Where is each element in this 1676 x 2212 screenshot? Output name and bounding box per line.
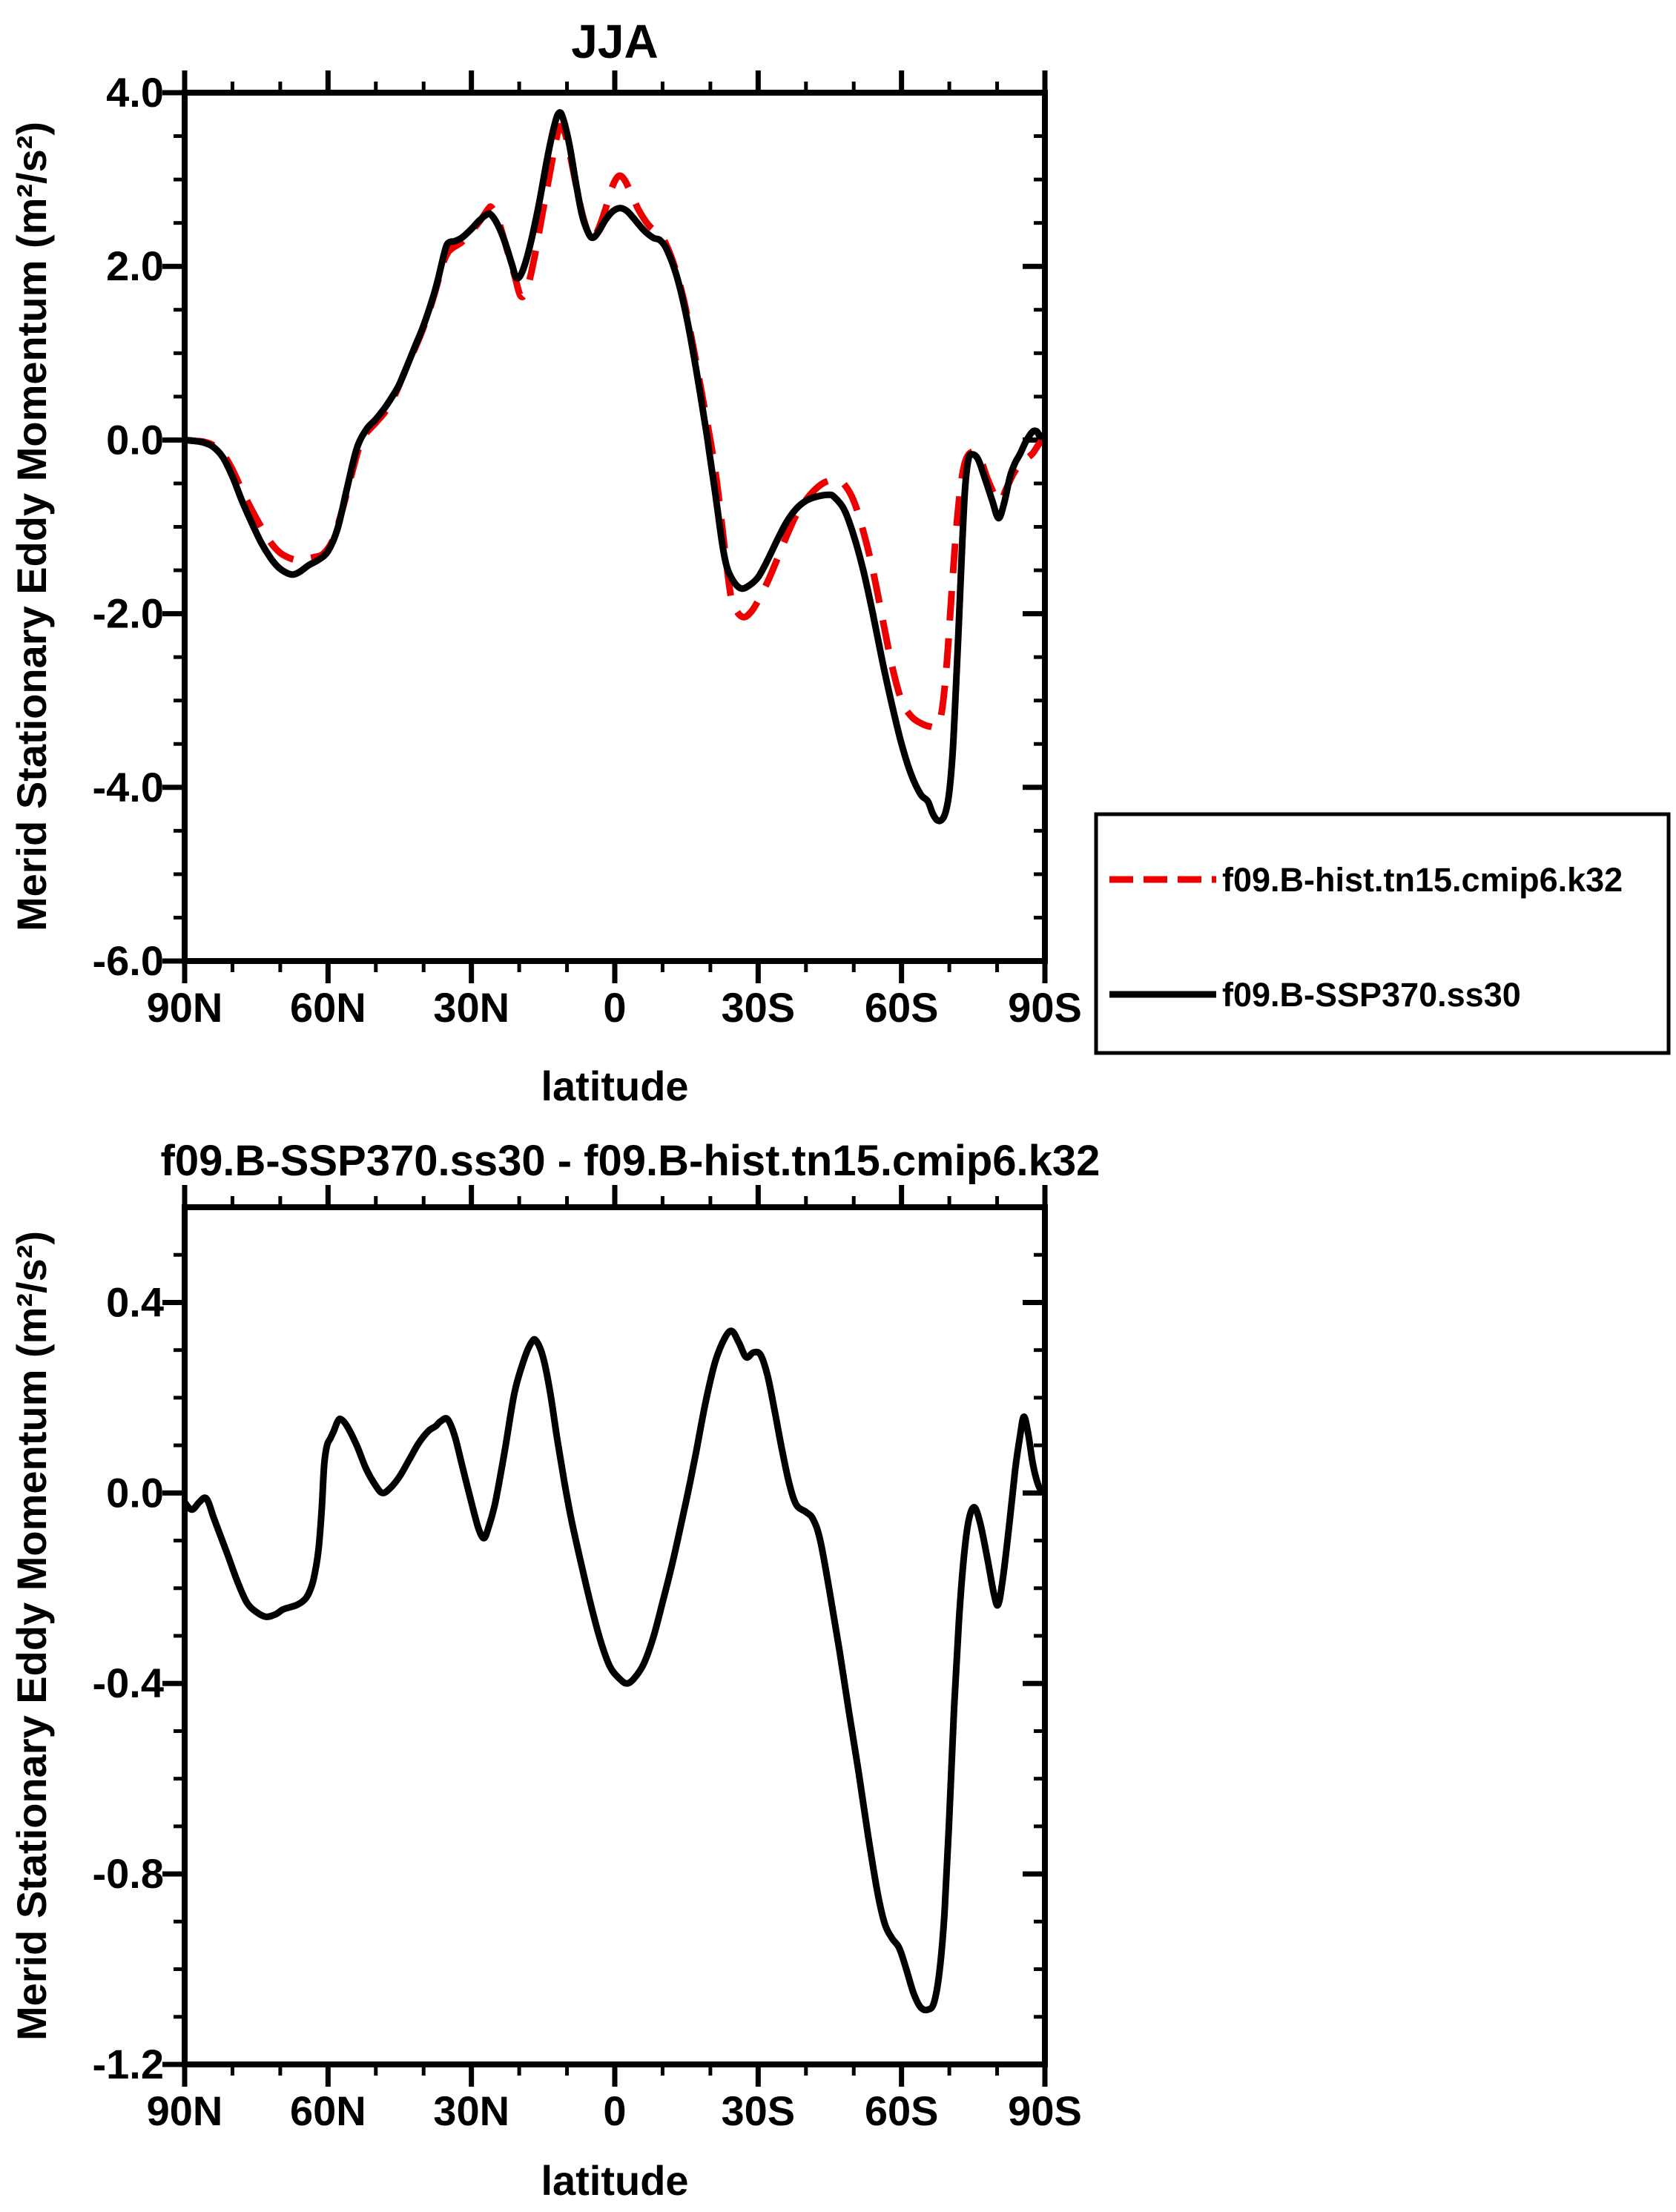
legend-label-ssp370: f09.B-SSP370.ss30 [1222, 976, 1521, 1014]
legend-box: f09.B-hist.tn15.cmip6.k32 f09.B-SSP370.s… [1094, 812, 1671, 1055]
x-tick-label: 0 [603, 2087, 626, 2134]
legend-label-hist: f09.B-hist.tn15.cmip6.k32 [1222, 861, 1623, 899]
top-y-axis-title: Merid Stationary Eddy Momentum (m²/s²) [8, 122, 55, 931]
x-tick-label: 60N [290, 984, 366, 1031]
x-tick-label: 30N [433, 2087, 509, 2134]
top-panel-title: JJA [571, 15, 658, 68]
y-tick-label: -4.0 [93, 764, 165, 810]
y-tick-label: -6.0 [93, 937, 165, 984]
x-tick-label: 0 [603, 984, 626, 1031]
top-x-axis-title: latitude [541, 1063, 688, 1109]
bottom-panel-title: f09.B-SSP370.ss30 - f09.B-hist.tn15.cmip… [161, 1137, 1101, 1185]
y-tick-label: 2.0 [106, 242, 164, 289]
plot-border [182, 90, 1048, 964]
x-tick-label: 90S [1008, 2087, 1082, 2134]
y-tick-label: 0.0 [106, 1469, 164, 1516]
y-tick-label: 0.0 [106, 416, 164, 463]
y-tick-label: 0.4 [106, 1278, 164, 1325]
bottom-y-axis-title: Merid Stationary Eddy Momentum (m²/s²) [8, 1231, 55, 2041]
y-tick-label: -2.0 [93, 590, 165, 637]
y-tick-label: -1.2 [93, 2041, 165, 2087]
plot-border [182, 1204, 1048, 2067]
bottom-panel-plot: 90N 60N 30N 0 30S 60S 90S 0.4 0.0 -0.4 -0.8 -1.2 [93, 1185, 1082, 2134]
y-tick-label: -0.8 [93, 1850, 165, 1897]
x-tick-label: 60N [290, 2087, 366, 2134]
x-tick-label: 90S [1008, 984, 1082, 1031]
top-panel-plot: 90N 60N 30N 0 30S 60S 90S 4.0 2.0 0.0 -2.0 -4.0 -6.0 [93, 69, 1082, 1031]
x-tick-label: 90N [147, 2087, 223, 2134]
difference-curve [182, 1327, 1048, 2014]
legend-border [1094, 812, 1671, 1055]
y-tick-label: -0.4 [93, 1660, 165, 1706]
x-tick-label: 30N [433, 984, 509, 1031]
y-tick-label: 4.0 [106, 69, 164, 116]
x-tick-label: 60S [865, 2087, 939, 2134]
x-tick-label: 30S [722, 2087, 796, 2134]
x-tick-label: 60S [865, 984, 939, 1031]
f09.B-SSP370.ss30-curve [184, 109, 1047, 825]
x-tick-label: 90N [147, 984, 223, 1031]
bottom-x-axis-title: latitude [541, 2157, 688, 2204]
x-tick-label: 30S [722, 984, 796, 1031]
